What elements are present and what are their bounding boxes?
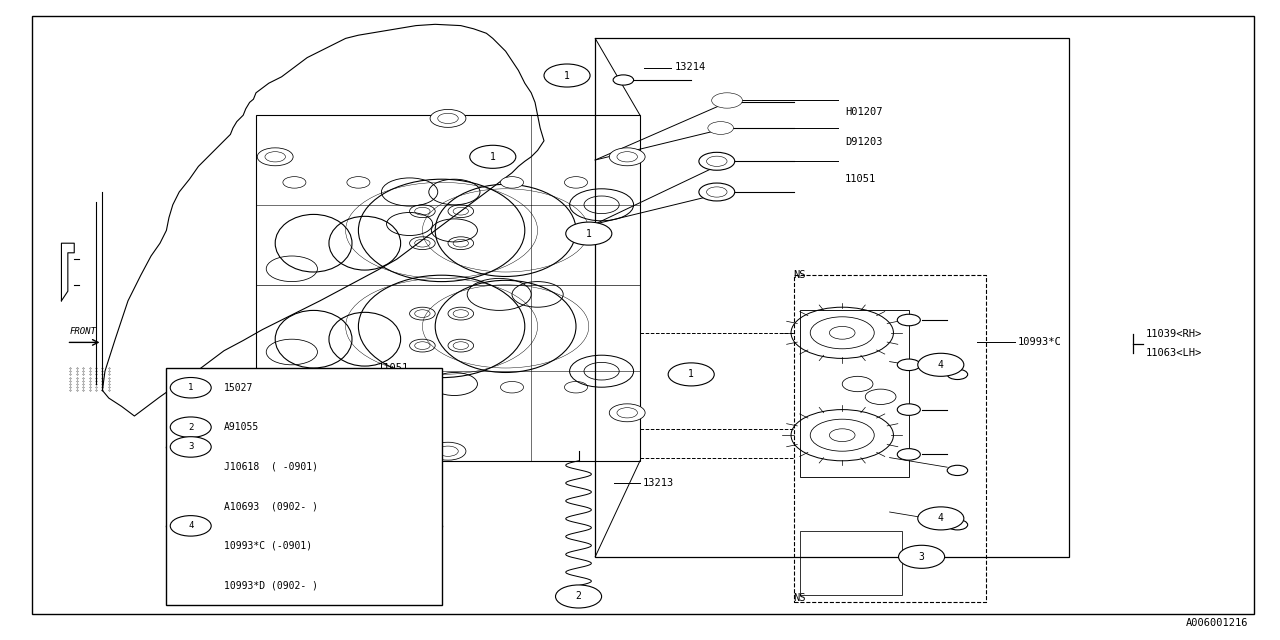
Text: 10993*D (0902- ): 10993*D (0902- ) xyxy=(224,580,317,590)
Circle shape xyxy=(947,520,968,530)
Text: FRONT: FRONT xyxy=(70,327,96,336)
Text: 1: 1 xyxy=(490,152,495,162)
Circle shape xyxy=(613,75,634,85)
Circle shape xyxy=(947,369,968,380)
Circle shape xyxy=(170,436,211,457)
Circle shape xyxy=(918,507,964,530)
Circle shape xyxy=(438,113,458,124)
Circle shape xyxy=(470,145,516,168)
Circle shape xyxy=(718,96,736,105)
Circle shape xyxy=(170,516,211,536)
Circle shape xyxy=(713,124,728,132)
Circle shape xyxy=(347,177,370,188)
Text: 13214: 13214 xyxy=(675,62,705,72)
Circle shape xyxy=(265,408,285,418)
Text: 11051: 11051 xyxy=(845,174,876,184)
Circle shape xyxy=(283,381,306,393)
Circle shape xyxy=(500,381,524,393)
Text: 2: 2 xyxy=(576,591,581,602)
Circle shape xyxy=(283,177,306,188)
Text: 11051: 11051 xyxy=(378,363,408,373)
Circle shape xyxy=(430,442,466,460)
Circle shape xyxy=(897,314,920,326)
Text: 15027: 15027 xyxy=(224,383,253,393)
Text: 4: 4 xyxy=(938,513,943,524)
Circle shape xyxy=(257,404,293,422)
Circle shape xyxy=(170,378,211,398)
Circle shape xyxy=(564,177,588,188)
Circle shape xyxy=(897,404,920,415)
Text: 11063<LH>: 11063<LH> xyxy=(1146,348,1202,358)
Circle shape xyxy=(556,585,602,608)
Circle shape xyxy=(918,353,964,376)
Text: H01207: H01207 xyxy=(845,107,882,117)
Text: 4: 4 xyxy=(188,522,193,531)
Text: 1: 1 xyxy=(564,70,570,81)
Text: 4: 4 xyxy=(938,360,943,370)
Text: 2: 2 xyxy=(188,422,193,432)
Circle shape xyxy=(617,408,637,418)
Circle shape xyxy=(897,359,920,371)
Circle shape xyxy=(617,152,637,162)
Circle shape xyxy=(712,93,742,108)
Circle shape xyxy=(265,152,285,162)
Text: 1: 1 xyxy=(586,228,591,239)
Bar xyxy=(166,368,442,605)
Text: 1: 1 xyxy=(188,383,193,392)
Circle shape xyxy=(609,148,645,166)
Circle shape xyxy=(564,381,588,393)
Circle shape xyxy=(899,545,945,568)
Text: A10693  (0902- ): A10693 (0902- ) xyxy=(224,501,317,511)
Circle shape xyxy=(897,449,920,460)
Circle shape xyxy=(668,363,714,386)
Circle shape xyxy=(707,187,727,197)
Circle shape xyxy=(438,446,458,456)
Text: D91203: D91203 xyxy=(845,137,882,147)
Bar xyxy=(256,115,640,461)
Circle shape xyxy=(566,222,612,245)
Text: 11039<RH>: 11039<RH> xyxy=(1146,329,1202,339)
Circle shape xyxy=(609,404,645,422)
Bar xyxy=(794,275,986,602)
Text: 10993*C: 10993*C xyxy=(1018,337,1061,348)
Circle shape xyxy=(500,177,524,188)
Bar xyxy=(800,310,909,477)
Text: 3: 3 xyxy=(919,552,924,562)
Circle shape xyxy=(708,122,733,134)
Circle shape xyxy=(947,465,968,476)
Text: 3: 3 xyxy=(188,442,193,451)
Circle shape xyxy=(707,156,727,166)
Text: 1: 1 xyxy=(689,369,694,380)
Circle shape xyxy=(347,381,370,393)
Text: 13213: 13213 xyxy=(643,478,673,488)
Circle shape xyxy=(544,64,590,87)
Circle shape xyxy=(170,417,211,438)
Text: 10993*C (-0901): 10993*C (-0901) xyxy=(224,541,312,550)
Text: A91055: A91055 xyxy=(224,422,260,432)
Text: A006001216: A006001216 xyxy=(1185,618,1248,628)
Circle shape xyxy=(699,152,735,170)
Circle shape xyxy=(257,148,293,166)
Bar xyxy=(595,38,1069,557)
Circle shape xyxy=(699,183,735,201)
Circle shape xyxy=(430,109,466,127)
Text: J10618  ( -0901): J10618 ( -0901) xyxy=(224,461,317,472)
Text: NS: NS xyxy=(794,270,806,280)
Bar xyxy=(800,531,902,595)
Text: NS: NS xyxy=(794,593,806,604)
